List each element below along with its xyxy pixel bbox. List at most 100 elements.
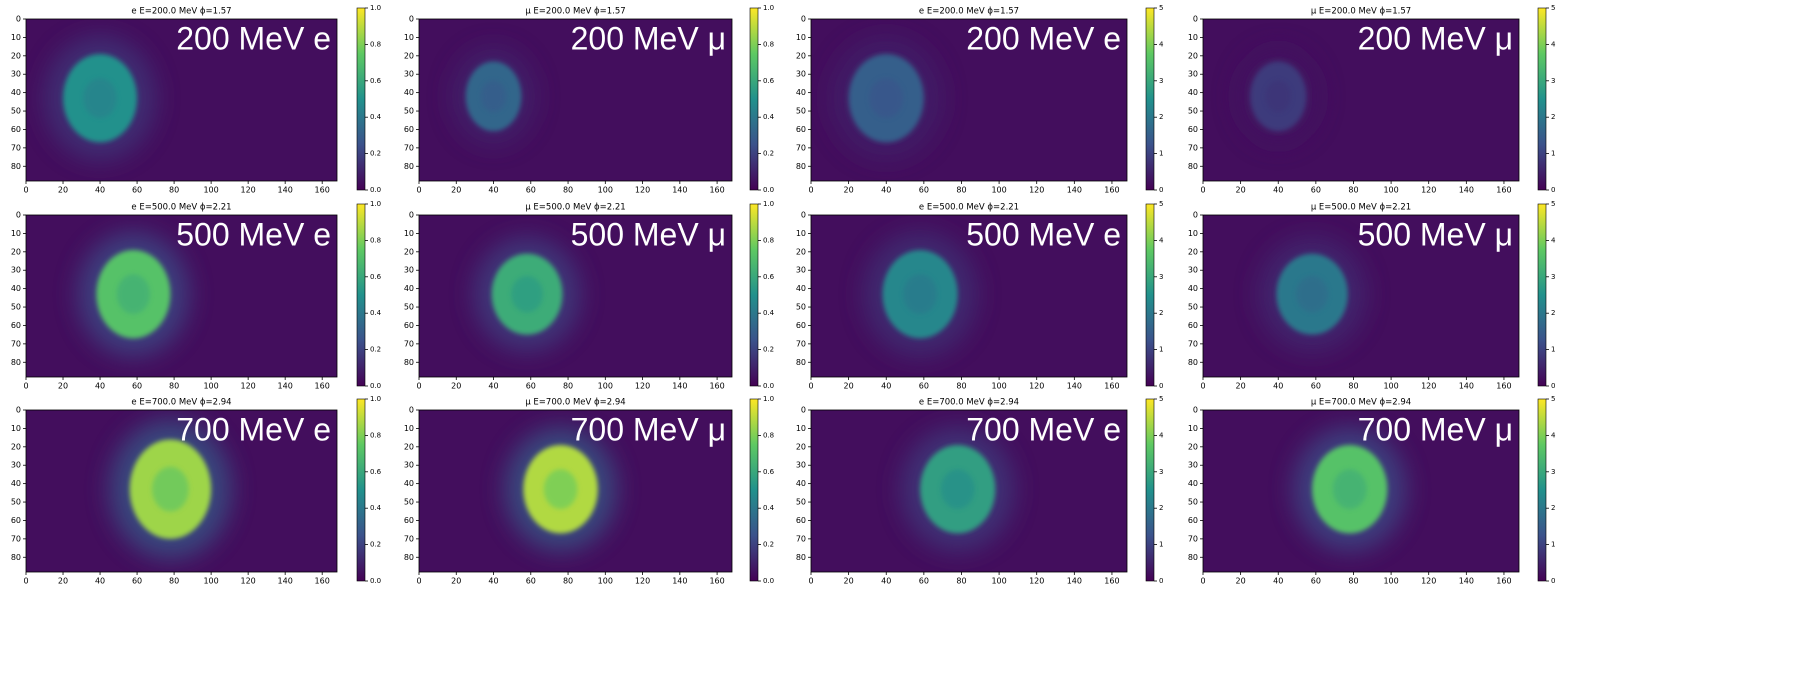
x-tick-label: 160 <box>315 186 330 195</box>
colorbar-tick-label: 3 <box>1159 273 1163 281</box>
colorbar-tick-label: 1 <box>1551 346 1555 354</box>
panel-label: 200 MeV e <box>176 20 331 56</box>
x-tick-label: 140 <box>672 577 687 586</box>
x-tick-label: 160 <box>315 382 330 391</box>
colorbar <box>1145 7 1155 191</box>
y-tick-label: 60 <box>404 125 414 134</box>
colorbar <box>749 398 759 582</box>
plot-frame <box>810 18 1128 182</box>
heatmap <box>419 19 732 181</box>
blob-core <box>1332 469 1367 510</box>
x-tick-label: 160 <box>1496 186 1511 195</box>
colorbar-tick-label: 0.4 <box>763 113 775 121</box>
y-tick-label: 0 <box>16 15 21 24</box>
x-tick-label: 80 <box>956 382 966 391</box>
y-tick-label: 70 <box>1188 339 1198 348</box>
panel-title: μ E=200.0 MeV ϕ=1.57 <box>525 7 625 17</box>
y-tick-label: 80 <box>11 553 21 562</box>
x-tick-label: 40 <box>488 577 498 586</box>
y-tick-label: 30 <box>796 266 806 275</box>
x-tick-label: 20 <box>1236 186 1246 195</box>
y-tick-label: 50 <box>1188 107 1198 116</box>
y-tick-label: 80 <box>796 162 806 171</box>
y-tick-label: 40 <box>11 284 21 293</box>
y-tick-label: 40 <box>1188 479 1198 488</box>
heatmap <box>811 410 1127 572</box>
x-tick-label: 80 <box>563 577 573 586</box>
x-tick-label: 160 <box>1496 577 1511 586</box>
y-tick-label: 20 <box>1188 247 1198 256</box>
panel-label: 700 MeV μ <box>571 411 726 447</box>
panel-title: e E=700.0 MeV ϕ=2.94 <box>131 398 231 408</box>
y-tick-label: 60 <box>796 516 806 525</box>
y-tick-label: 20 <box>796 51 806 60</box>
y-tick-label: 60 <box>404 516 414 525</box>
panel-label: 700 MeV e <box>966 411 1121 447</box>
blob-core <box>152 466 189 512</box>
x-tick-label: 0 <box>23 186 28 195</box>
colorbar-tick-label: 4 <box>1159 236 1164 244</box>
colorbar-tick-label: 4 <box>1551 431 1556 439</box>
y-tick-label: 70 <box>11 143 21 152</box>
y-tick-label: 20 <box>1188 51 1198 60</box>
plot-frame <box>810 214 1128 378</box>
heatmap <box>419 215 732 377</box>
y-tick-label: 60 <box>11 516 21 525</box>
x-tick-label: 140 <box>1067 577 1082 586</box>
x-tick-label: 0 <box>416 382 421 391</box>
x-tick-label: 120 <box>635 186 650 195</box>
colorbar <box>1537 7 1547 191</box>
colorbar <box>749 7 759 191</box>
colorbar-tick-label: 1 <box>1551 541 1555 549</box>
colorbar-tick-label: 1.0 <box>763 4 774 12</box>
colorbar-tick-label: 1.0 <box>763 200 774 208</box>
x-tick-label: 0 <box>808 186 813 195</box>
y-tick-label: 0 <box>16 211 21 220</box>
y-tick-label: 0 <box>801 406 806 415</box>
blob-core <box>940 469 975 510</box>
y-tick-label: 60 <box>404 321 414 330</box>
x-tick-label: 160 <box>709 382 724 391</box>
x-tick-label: 160 <box>1104 186 1119 195</box>
panel-label: 500 MeV e <box>176 216 331 252</box>
y-tick-label: 50 <box>11 303 21 312</box>
panel-label: 500 MeV e <box>966 216 1121 252</box>
colorbar-tick-label: 0 <box>1551 186 1555 194</box>
colorbar <box>1537 398 1547 582</box>
y-tick-label: 80 <box>1188 358 1198 367</box>
y-tick-label: 0 <box>1193 15 1198 24</box>
y-tick-label: 0 <box>409 15 414 24</box>
x-tick-label: 100 <box>203 382 218 391</box>
colorbar-tick-label: 0.6 <box>370 273 382 281</box>
y-tick-label: 0 <box>1193 211 1198 220</box>
x-tick-label: 160 <box>709 186 724 195</box>
colorbar-tick-label: 0.2 <box>370 541 381 549</box>
colorbar-tick-label: 4 <box>1551 40 1556 48</box>
panel-title: μ E=200.0 MeV ϕ=1.57 <box>1311 7 1411 17</box>
x-tick-label: 0 <box>1200 186 1205 195</box>
y-tick-label: 60 <box>1188 516 1198 525</box>
colorbar-tick-label: 2 <box>1551 504 1555 512</box>
y-tick-label: 80 <box>1188 553 1198 562</box>
plot-frame <box>810 409 1128 573</box>
y-tick-label: 10 <box>404 424 414 433</box>
panel-label: 700 MeV μ <box>1358 411 1513 447</box>
y-tick-label: 10 <box>1188 424 1198 433</box>
y-tick-label: 10 <box>796 33 806 42</box>
colorbar-tick-label: 0.6 <box>370 77 382 85</box>
x-tick-label: 0 <box>1200 577 1205 586</box>
y-tick-label: 80 <box>11 358 21 367</box>
x-tick-label: 80 <box>956 186 966 195</box>
y-tick-label: 80 <box>404 358 414 367</box>
y-tick-label: 10 <box>11 33 21 42</box>
x-tick-label: 40 <box>95 186 105 195</box>
colorbar-tick-label: 0.4 <box>370 113 382 121</box>
blob-core <box>543 469 578 510</box>
colorbar <box>356 203 366 387</box>
heatmap <box>811 19 1127 181</box>
x-tick-label: 20 <box>1236 382 1246 391</box>
x-tick-label: 40 <box>1273 577 1283 586</box>
x-tick-label: 100 <box>1383 577 1398 586</box>
plot-frame <box>418 18 733 182</box>
x-tick-label: 100 <box>991 382 1006 391</box>
